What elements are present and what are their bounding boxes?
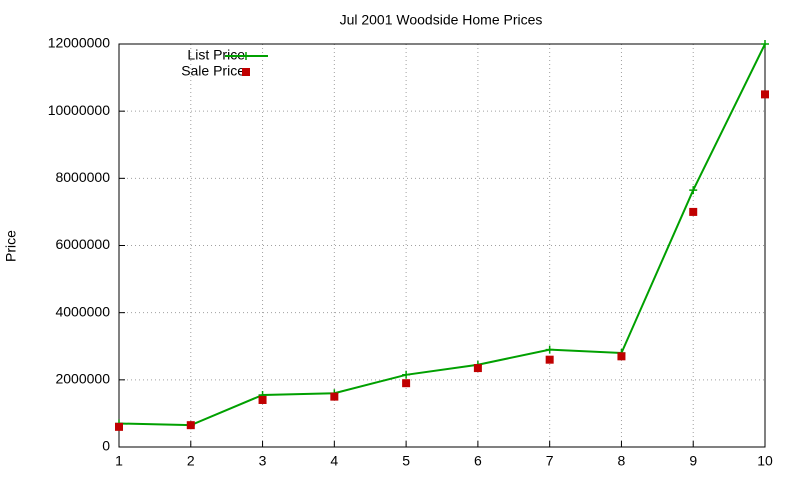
y-tick-label: 12000000 bbox=[48, 35, 111, 51]
marker bbox=[545, 345, 554, 354]
y-tick-label: 10000000 bbox=[48, 102, 111, 118]
series-line bbox=[118, 43, 766, 427]
x-tick-label: 3 bbox=[259, 453, 267, 469]
x-tick-label: 8 bbox=[618, 453, 626, 469]
y-tick-label: 4000000 bbox=[55, 303, 110, 319]
y-tick-label: 8000000 bbox=[55, 169, 110, 185]
marker bbox=[330, 392, 339, 401]
y-tick-label: 6000000 bbox=[55, 236, 110, 252]
x-tick-label: 6 bbox=[474, 453, 482, 469]
x-tick-label: 1 bbox=[115, 453, 123, 469]
marker bbox=[258, 395, 267, 404]
x-tick-label: 7 bbox=[546, 453, 554, 469]
chart-title: Jul 2001 Woodside Home Prices bbox=[340, 12, 543, 28]
marker bbox=[761, 40, 769, 48]
x-tick-label: 10 bbox=[757, 453, 773, 469]
marker bbox=[402, 370, 411, 379]
y-tick-label: 0 bbox=[102, 438, 110, 454]
x-tick-label: 5 bbox=[402, 453, 410, 469]
marker bbox=[242, 68, 250, 76]
x-tick-label: 2 bbox=[187, 453, 195, 469]
marker bbox=[186, 421, 195, 430]
legend-label: Sale Price bbox=[181, 63, 245, 79]
marker bbox=[545, 355, 554, 364]
x-tick-label: 9 bbox=[689, 453, 697, 469]
y-axis-label: Price bbox=[3, 230, 19, 262]
x-tick-label: 4 bbox=[330, 453, 338, 469]
marker bbox=[473, 364, 482, 373]
legend-label: List Price bbox=[187, 47, 245, 63]
marker bbox=[115, 422, 123, 431]
marker bbox=[242, 52, 250, 60]
marker bbox=[617, 352, 626, 361]
plot-frame bbox=[118, 43, 766, 448]
marker bbox=[402, 379, 411, 388]
y-tick-label: 2000000 bbox=[55, 371, 110, 387]
marker bbox=[689, 207, 698, 216]
marker bbox=[689, 186, 698, 195]
marker bbox=[761, 90, 769, 99]
